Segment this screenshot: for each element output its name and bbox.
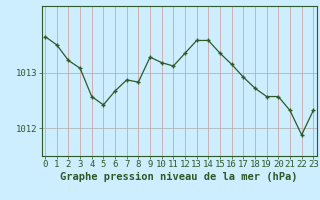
X-axis label: Graphe pression niveau de la mer (hPa): Graphe pression niveau de la mer (hPa) bbox=[60, 172, 298, 182]
